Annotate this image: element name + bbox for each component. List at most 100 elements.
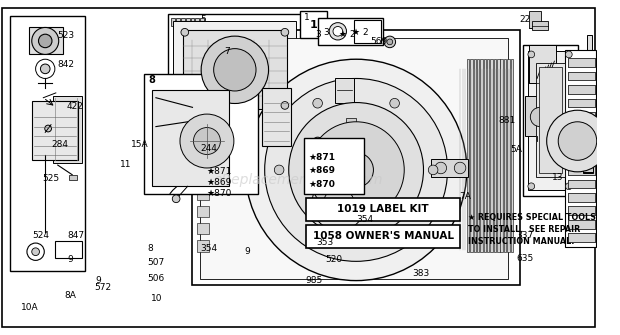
Bar	[568, 85, 595, 94]
Bar	[500, 59, 503, 252]
Text: 9: 9	[68, 255, 73, 264]
Bar	[197, 84, 209, 96]
Circle shape	[313, 137, 322, 147]
Text: ★ 2: ★ 2	[339, 30, 356, 39]
Bar	[583, 134, 593, 173]
Circle shape	[312, 177, 366, 230]
Circle shape	[565, 51, 572, 58]
Circle shape	[193, 128, 220, 154]
Bar	[568, 233, 595, 242]
Bar	[494, 59, 496, 252]
Bar	[497, 59, 500, 252]
Bar	[10, 16, 85, 271]
Circle shape	[274, 165, 284, 175]
Text: 7: 7	[224, 47, 229, 56]
Circle shape	[530, 107, 549, 127]
Bar	[568, 220, 595, 228]
Bar	[474, 59, 476, 252]
Bar	[169, 14, 301, 122]
Circle shape	[281, 28, 289, 36]
Text: 635: 635	[516, 254, 534, 263]
Text: 5: 5	[200, 15, 206, 24]
Bar	[568, 206, 595, 215]
Circle shape	[172, 195, 180, 203]
Text: 7A: 7A	[459, 192, 471, 201]
Bar	[192, 30, 520, 285]
Text: 383: 383	[412, 269, 429, 278]
Circle shape	[454, 162, 466, 174]
Bar	[470, 59, 472, 252]
Text: 1019 LABEL KIT: 1019 LABEL KIT	[337, 204, 429, 214]
Text: 11: 11	[120, 160, 131, 169]
Text: ★870: ★870	[308, 180, 335, 189]
Bar	[568, 180, 595, 188]
Text: 284: 284	[51, 140, 68, 149]
Bar	[306, 198, 460, 221]
Text: 572: 572	[94, 283, 111, 292]
Text: 3: 3	[316, 30, 322, 39]
Text: 842: 842	[57, 60, 74, 69]
Bar	[477, 59, 479, 252]
Bar	[197, 102, 209, 113]
Bar	[197, 223, 209, 234]
Bar	[568, 193, 595, 202]
Text: 881: 881	[498, 116, 516, 125]
Text: 10A: 10A	[21, 303, 38, 312]
Circle shape	[547, 110, 608, 172]
Bar	[480, 59, 483, 252]
Bar	[304, 138, 364, 194]
Circle shape	[216, 137, 226, 147]
Circle shape	[35, 59, 55, 78]
Bar	[69, 175, 77, 180]
Text: 354: 354	[356, 215, 374, 223]
Bar	[568, 206, 595, 215]
Text: 422: 422	[66, 102, 83, 111]
Circle shape	[40, 64, 50, 74]
Bar	[568, 72, 595, 80]
Circle shape	[390, 232, 399, 242]
Bar	[197, 119, 209, 130]
Bar	[568, 85, 595, 94]
Bar	[190, 18, 195, 25]
Text: 354: 354	[200, 244, 218, 253]
Bar	[467, 59, 469, 252]
Bar	[568, 112, 595, 121]
Text: 520: 520	[326, 255, 343, 264]
Circle shape	[528, 51, 534, 58]
Bar	[197, 240, 209, 252]
Bar	[152, 90, 229, 186]
Text: 1: 1	[304, 13, 310, 22]
Bar	[568, 126, 595, 134]
Circle shape	[387, 39, 392, 45]
Bar	[568, 99, 595, 107]
Circle shape	[435, 162, 446, 174]
Text: 337: 337	[516, 231, 534, 240]
Bar	[532, 21, 547, 30]
Circle shape	[201, 36, 268, 104]
Text: 244: 244	[200, 144, 217, 153]
Bar	[197, 136, 209, 148]
Circle shape	[181, 102, 188, 109]
Circle shape	[32, 27, 59, 54]
Circle shape	[329, 23, 347, 40]
Bar	[568, 112, 595, 121]
Circle shape	[27, 243, 44, 260]
Text: ★871: ★871	[308, 153, 335, 162]
Circle shape	[313, 232, 322, 242]
Bar	[568, 166, 595, 175]
Bar	[186, 18, 190, 25]
Text: ★870: ★870	[207, 189, 232, 198]
Bar	[568, 233, 595, 242]
Text: 569: 569	[370, 37, 388, 46]
Text: 523: 523	[57, 31, 74, 40]
Text: 15A: 15A	[131, 140, 149, 149]
Bar	[536, 63, 565, 177]
Circle shape	[428, 165, 438, 175]
Circle shape	[390, 98, 399, 108]
Circle shape	[45, 125, 51, 132]
Bar	[484, 59, 486, 252]
Bar	[565, 50, 596, 247]
Bar	[523, 45, 578, 196]
Bar	[55, 241, 82, 259]
Circle shape	[38, 34, 52, 48]
